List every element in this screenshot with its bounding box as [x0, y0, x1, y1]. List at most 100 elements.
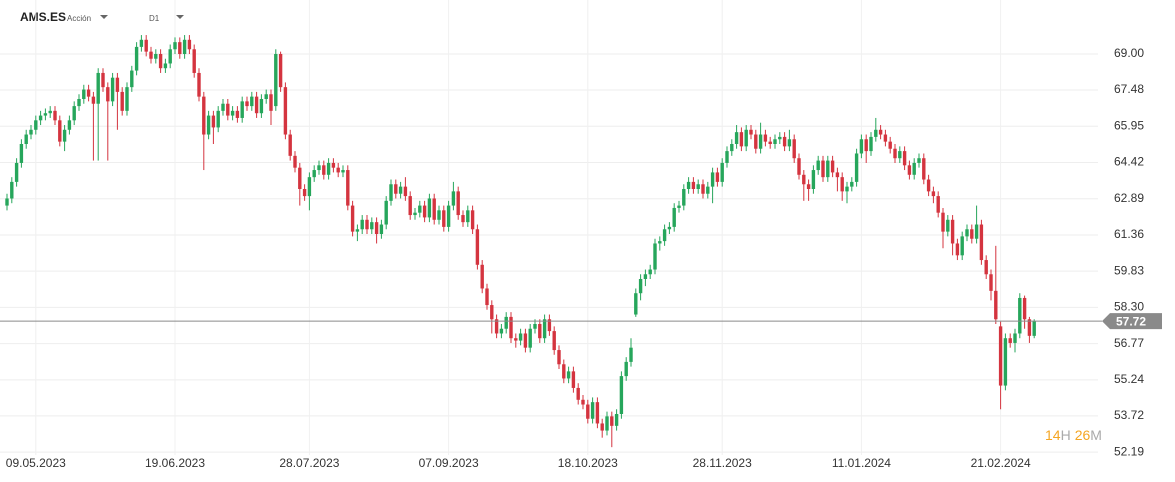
candle-body: [24, 134, 28, 144]
candle-body: [250, 96, 254, 107]
candle-body: [542, 319, 547, 339]
candle-body: [14, 162, 19, 182]
candle-body: [763, 134, 768, 142]
candle-body: [662, 229, 667, 242]
candle-body: [211, 115, 216, 128]
grid: [0, 0, 1098, 455]
y-tick-label: 56.77: [1114, 336, 1144, 350]
candle-body: [826, 160, 830, 178]
x-tick-label: 07.09.2023: [419, 456, 479, 470]
candle-body: [158, 54, 163, 69]
candle-body: [490, 305, 494, 320]
candle-body: [67, 120, 72, 130]
y-tick-label: 59.83: [1114, 263, 1144, 277]
candle-body: [902, 151, 907, 166]
candle-body: [298, 167, 302, 189]
candle-body: [523, 333, 528, 348]
candle-body: [58, 120, 62, 142]
candle-body: [994, 290, 998, 320]
candle-body: [677, 205, 681, 208]
candle-body: [43, 113, 48, 116]
candle-body: [734, 132, 739, 144]
candle-body: [173, 42, 177, 50]
timer-minutes-unit: M: [1090, 427, 1102, 443]
candle-body: [317, 165, 321, 171]
candle-body: [178, 42, 182, 54]
candle-body: [422, 205, 427, 218]
candle-body: [739, 132, 744, 147]
candle-body: [418, 205, 422, 213]
candle-body: [226, 103, 230, 116]
candle-body: [845, 186, 849, 192]
candle-body: [1018, 297, 1022, 334]
candle-body: [403, 186, 408, 197]
candle-body: [264, 94, 268, 99]
candle-body: [998, 326, 1003, 386]
candle-body: [1027, 319, 1032, 336]
candle-body: [322, 165, 326, 175]
candle-body: [504, 316, 508, 329]
candle-body: [830, 160, 835, 173]
candle-body: [557, 350, 561, 365]
dropdown-arrow[interactable]: [176, 15, 184, 19]
y-tick-label: 62.89: [1114, 191, 1144, 205]
candle-body: [456, 191, 460, 216]
candle-body: [29, 129, 33, 135]
candle-body: [398, 186, 403, 194]
candle-body: [154, 54, 158, 59]
candle-body: [514, 338, 518, 341]
candle-body: [941, 212, 945, 232]
candle-body: [811, 170, 816, 189]
dropdown-arrow[interactable]: [100, 15, 108, 19]
candle-body: [581, 399, 585, 405]
timeframe[interactable]: D1: [149, 14, 160, 23]
candle-body: [221, 103, 225, 111]
candle-body: [182, 39, 187, 54]
candle-body: [82, 89, 86, 99]
candle-body: [106, 87, 110, 102]
candle-body: [744, 129, 748, 147]
candle-body: [614, 414, 619, 426]
y-tick-label: 55.24: [1114, 372, 1144, 386]
candle-body: [672, 207, 676, 227]
candle-body: [134, 46, 139, 71]
candle-body: [600, 423, 604, 431]
x-tick-label: 11.01.2024: [832, 456, 891, 470]
candle-body: [350, 205, 355, 232]
candle-body: [139, 39, 144, 47]
candle-body: [701, 184, 705, 194]
candle-body: [202, 96, 206, 135]
candle-body: [125, 87, 129, 111]
x-tick-label: 18.10.2023: [558, 456, 618, 470]
candle-body: [658, 241, 662, 244]
candle-body: [538, 324, 542, 339]
candle-body: [5, 198, 9, 206]
candle-body: [206, 115, 211, 135]
candle-body: [110, 77, 115, 102]
candle-body: [634, 293, 638, 315]
candle-body: [730, 144, 734, 152]
candle-body: [552, 331, 556, 351]
y-tick-label: 65.95: [1114, 118, 1144, 132]
current-price-label: 57.72: [1116, 314, 1146, 328]
candle-body: [360, 219, 364, 230]
candle-body: [682, 189, 686, 206]
candle-body: [144, 39, 148, 52]
current-price-box: [1102, 313, 1162, 330]
candle-body: [192, 49, 196, 73]
candles: [0, 35, 1102, 448]
candle-body: [749, 129, 753, 135]
candle-body: [946, 219, 950, 232]
candle-body: [907, 165, 912, 175]
candle-body: [216, 110, 220, 128]
y-tick-label: 69.00: [1114, 46, 1144, 60]
candle-body: [19, 144, 24, 163]
candle-body: [816, 160, 820, 171]
candle-body: [710, 172, 715, 187]
candle-body: [466, 210, 470, 223]
candle-body: [96, 72, 100, 104]
candle-body: [326, 162, 331, 175]
candle-body: [720, 162, 724, 182]
candle-body: [533, 324, 537, 329]
